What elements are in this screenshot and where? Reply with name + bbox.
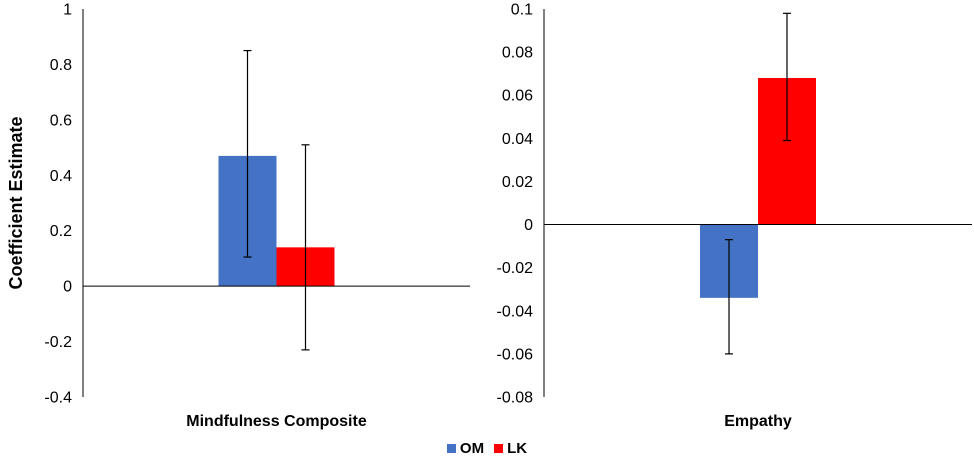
legend-label-om: OM <box>459 439 485 457</box>
y-tick-label-empathy: 0.1 <box>511 2 533 19</box>
y-tick-label-empathy: -0.04 <box>497 303 534 320</box>
legend: OM LK <box>0 438 974 458</box>
chart-panel-mindfulness: 1 0.8 0.6 0.4 0.2 0 -0.2 -0.4 Mindfulness Compos… <box>44 2 470 430</box>
y-tick-label-empathy: -0.06 <box>497 346 534 363</box>
chart-panel-empathy: 0.1 0.08 0.06 0.04 0.02 0 -0.02 -0.04 -0.06 -0.08… <box>497 2 972 430</box>
y-tick-label-empathy: 0.02 <box>502 174 533 191</box>
y-tick-label-empathy: 0 <box>524 217 533 234</box>
y-tick-label-empathy: 0.06 <box>502 88 533 105</box>
y-tick-label-mindfulness: -0.4 <box>44 390 72 407</box>
y-tick-label-mindfulness: -0.2 <box>44 334 72 351</box>
legend-label-lk: LK <box>507 439 528 457</box>
y-tick-label-empathy: 0.04 <box>502 131 533 148</box>
y-tick-label-mindfulness: 0.8 <box>50 57 72 74</box>
y-tick-label-mindfulness: 1 <box>63 2 72 19</box>
y-tick-label-mindfulness: 0.2 <box>50 223 72 240</box>
legend-swatch-om <box>446 443 456 453</box>
y-tick-label-empathy: -0.02 <box>497 260 534 277</box>
y-tick-label-empathy: -0.08 <box>497 390 534 407</box>
legend-item-om: OM <box>446 439 485 457</box>
y-tick-label-mindfulness: 0.6 <box>50 112 72 129</box>
legend-swatch-lk <box>494 443 504 453</box>
category-label-empathy: Empathy <box>724 413 792 430</box>
y-tick-label-mindfulness: 0 <box>63 279 72 296</box>
y-tick-label-mindfulness: 0.4 <box>50 168 72 185</box>
y-tick-label-empathy: 0.08 <box>502 45 533 62</box>
category-label-mindfulness: Mindfulness Composite <box>186 413 367 430</box>
legend-item-lk: LK <box>494 440 527 457</box>
y-axis-label: Coefficient Estimate <box>6 116 26 289</box>
